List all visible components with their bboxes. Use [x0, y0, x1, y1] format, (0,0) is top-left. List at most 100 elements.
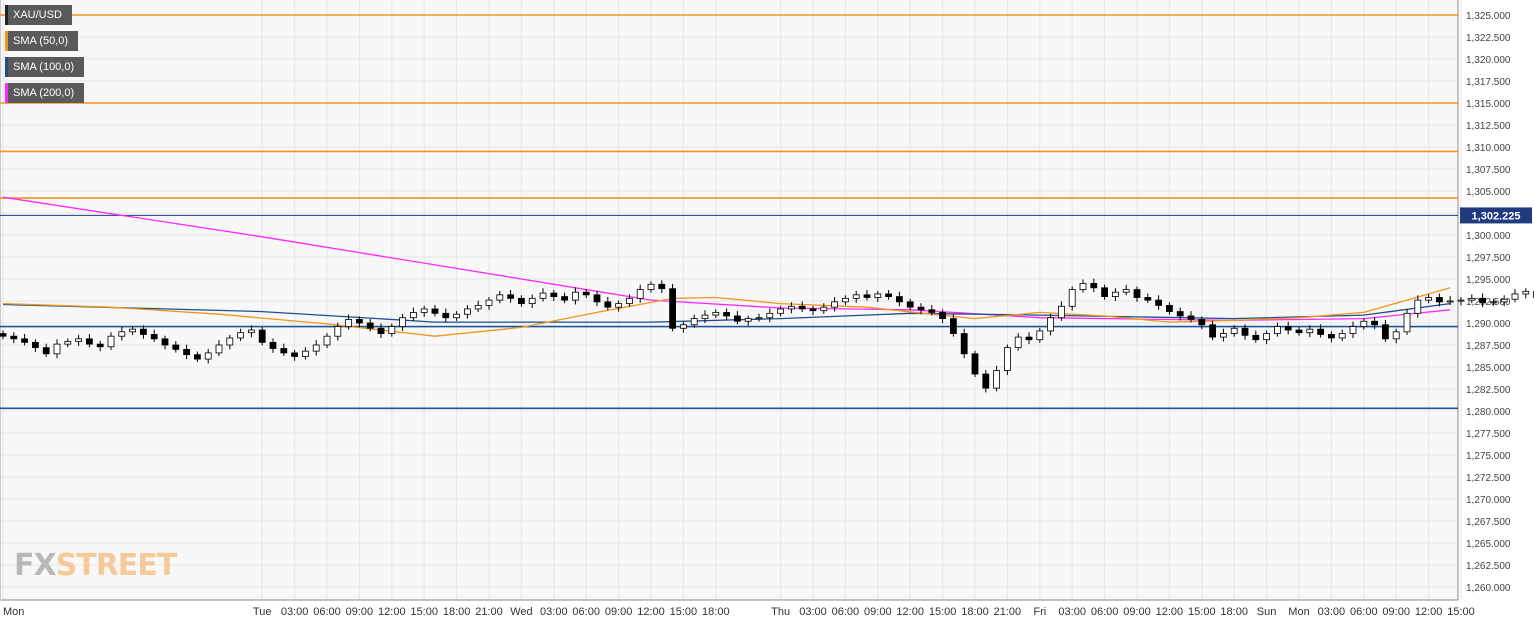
legend-label: SMA (50,0) — [13, 35, 69, 47]
y-tick-label: 1,285.000 — [1466, 363, 1511, 374]
y-tick-label: 1,272.500 — [1466, 473, 1511, 484]
x-tick-label: 06:00 — [313, 606, 341, 618]
candle-body — [798, 305, 806, 310]
x-tick-label: 18:00 — [443, 606, 471, 618]
candle-body — [334, 326, 342, 337]
candle-body — [528, 297, 536, 305]
candle-body — [1133, 289, 1141, 298]
candle-body — [1047, 317, 1054, 332]
x-tick-label: 03:00 — [799, 606, 827, 618]
candle-body — [1468, 297, 1476, 301]
legend-swatch — [5, 83, 8, 103]
candle-body — [312, 344, 320, 352]
candle-body — [1155, 299, 1162, 306]
candle-body — [226, 337, 234, 346]
legend: XAU/USD SMA (50,0) SMA (100,0) SMA (200,… — [5, 5, 85, 109]
legend-item-sma-200[interactable]: SMA (200,0) — [5, 83, 85, 103]
candle-body — [409, 312, 417, 319]
candle-body — [21, 338, 29, 343]
candle-body — [75, 338, 82, 342]
candle-body — [1025, 336, 1033, 341]
x-tick-label: Fri — [1033, 606, 1046, 618]
candle-body — [1522, 290, 1530, 295]
candle-body — [1036, 330, 1044, 341]
x-tick-label: Wed — [510, 606, 532, 618]
candle-body — [53, 343, 61, 355]
candle-body — [129, 328, 137, 333]
candle-body — [734, 315, 741, 322]
y-tick-label: 1,305.000 — [1466, 187, 1511, 198]
y-tick-label: 1,265.000 — [1466, 539, 1511, 550]
candle-body — [928, 309, 936, 313]
x-tick-label: 12:00 — [1415, 606, 1443, 618]
candle-body — [550, 292, 558, 297]
candle-body — [237, 332, 245, 339]
candle-body — [1479, 297, 1486, 304]
x-tick-label: 09:00 — [1123, 606, 1151, 618]
legend-item-xauusd[interactable]: XAU/USD — [5, 5, 72, 25]
x-tick-label: 03:00 — [1318, 606, 1346, 618]
x-tick-label: Sun — [1257, 606, 1277, 618]
candle-body — [345, 319, 353, 327]
legend-item-sma-100[interactable]: SMA (100,0) — [5, 57, 85, 77]
candle-body — [1014, 336, 1022, 349]
candle-body — [1338, 333, 1346, 339]
candle-body — [1068, 289, 1076, 307]
candle-body — [960, 333, 968, 355]
candle-body — [1176, 311, 1184, 317]
y-tick-label: 1,275.000 — [1466, 451, 1511, 462]
candle-body — [1306, 328, 1314, 334]
candle-body — [1392, 331, 1400, 340]
x-tick-label: 12:00 — [896, 606, 924, 618]
x-tick-label: Thu — [771, 606, 790, 618]
x-tick-label: 18:00 — [961, 606, 989, 618]
candle-body — [1328, 334, 1335, 339]
x-tick-label: 15:00 — [929, 606, 957, 618]
candle-body — [323, 335, 331, 346]
x-tick-label: 09:00 — [864, 606, 892, 618]
y-tick-label: 1,300.000 — [1466, 231, 1511, 242]
candle-body — [939, 312, 946, 320]
x-tick-label: 15:00 — [1447, 606, 1475, 618]
candle-body — [388, 326, 396, 334]
legend-swatch — [5, 57, 8, 77]
candle-body — [680, 324, 687, 329]
candle-body — [1144, 297, 1152, 301]
x-tick-label: 06:00 — [1091, 606, 1119, 618]
y-tick-label: 1,290.000 — [1466, 319, 1511, 330]
y-tick-label: 1,297.500 — [1466, 253, 1511, 264]
fxstreet-logo: FXSTREET — [14, 548, 178, 583]
x-tick-label: 21:00 — [994, 606, 1022, 618]
x-tick-label: 15:00 — [670, 606, 698, 618]
candle-body — [0, 333, 7, 337]
candle-body — [1414, 299, 1422, 314]
candle-body — [1220, 333, 1227, 338]
y-tick-label: 1,292.500 — [1466, 297, 1511, 308]
candle-body — [118, 331, 126, 337]
logo-street: STREET — [55, 548, 178, 583]
y-tick-label: 1,307.500 — [1466, 165, 1511, 176]
candle-body — [1079, 282, 1087, 290]
candle-body — [1436, 297, 1443, 303]
x-tick-label: 06:00 — [1350, 606, 1378, 618]
legend-swatch — [5, 5, 8, 25]
candle-body — [442, 312, 450, 319]
candle-body — [1490, 301, 1497, 304]
candle-body — [852, 294, 860, 299]
candle-body — [561, 296, 568, 301]
candle-body — [1252, 334, 1260, 341]
legend-label: XAU/USD — [13, 9, 62, 21]
candle-body — [1263, 333, 1270, 341]
candle-body — [107, 335, 115, 348]
candle-body — [1425, 297, 1432, 301]
candle-body — [1371, 320, 1378, 326]
legend-item-sma-50[interactable]: SMA (50,0) — [5, 31, 79, 51]
candle-body — [777, 308, 784, 314]
x-tick-label: 06:00 — [572, 606, 600, 618]
candle-body — [32, 341, 39, 349]
x-tick-label: 09:00 — [1382, 606, 1410, 618]
candle-body — [172, 344, 180, 350]
candle-body — [950, 318, 957, 334]
x-tick-label: 12:00 — [637, 606, 665, 618]
x-tick-label: Mon — [1288, 606, 1309, 618]
